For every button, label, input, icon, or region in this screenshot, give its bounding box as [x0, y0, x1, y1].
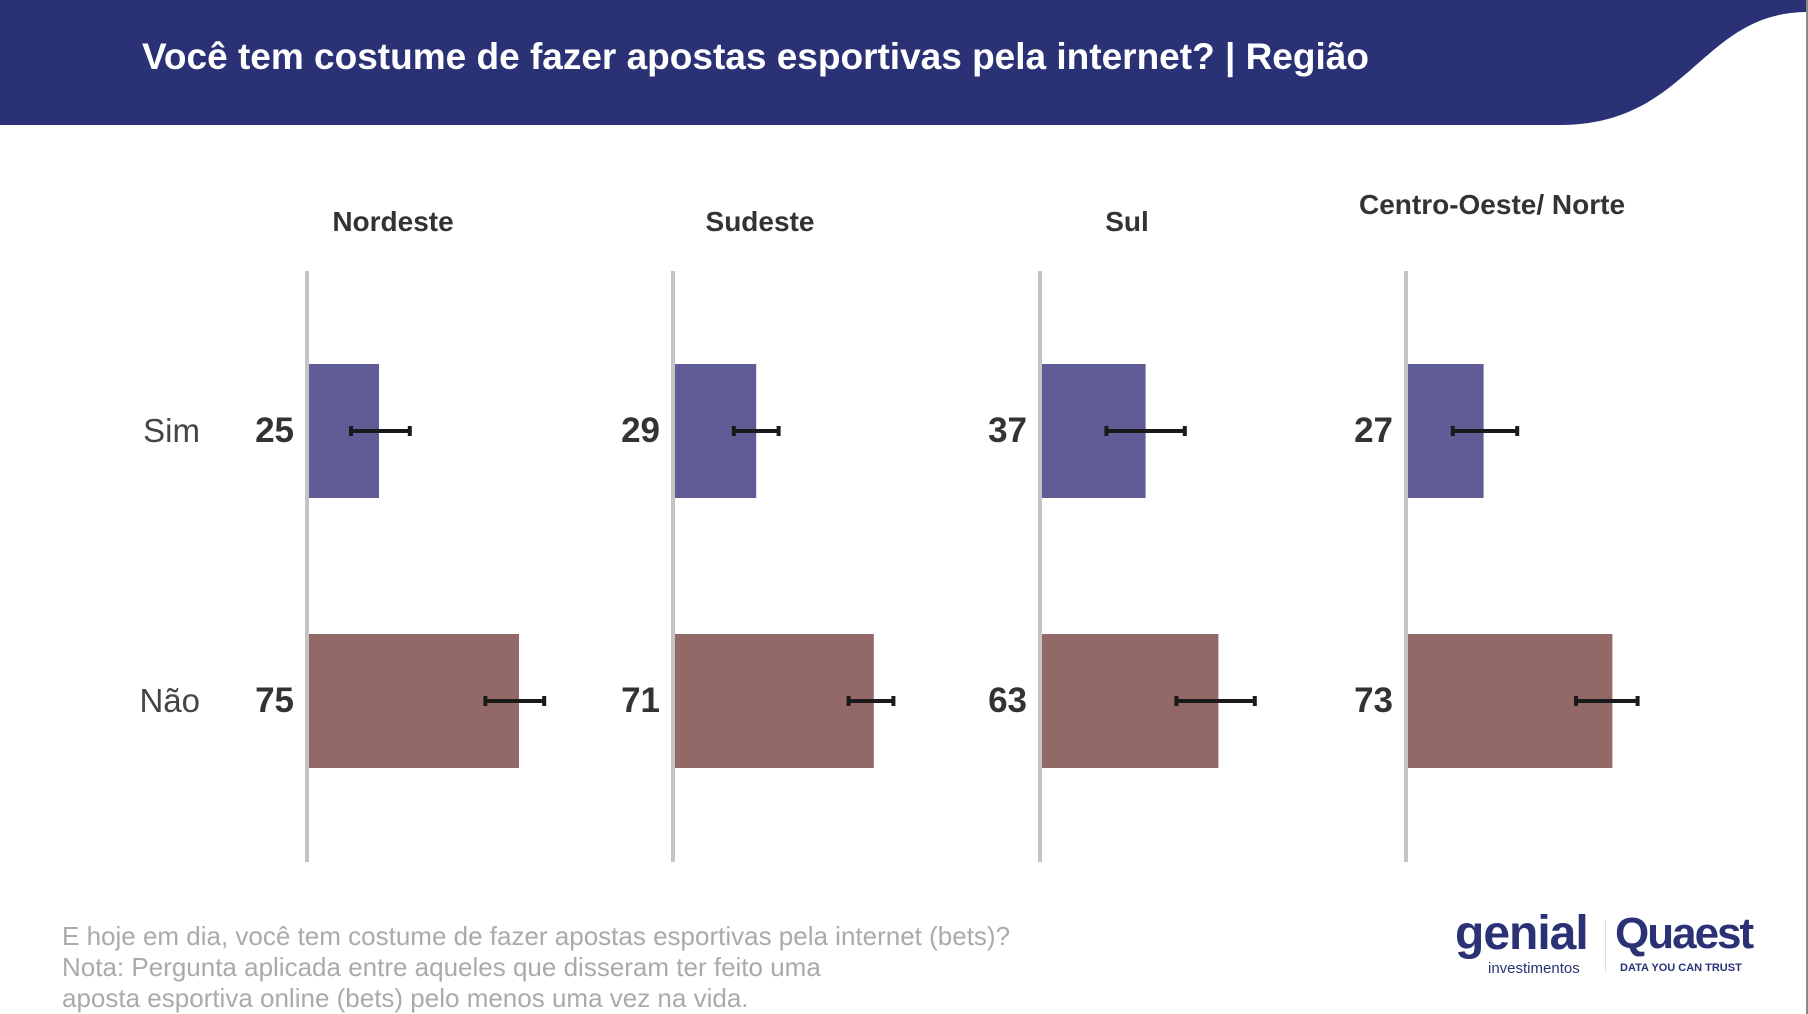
value-label: 27	[1354, 411, 1393, 450]
header-banner	[0, 0, 1806, 125]
page-title: Você tem costume de fazer apostas esport…	[142, 36, 1369, 77]
value-label: 29	[621, 411, 660, 450]
genial-logo-sub: investimentos	[1488, 960, 1580, 977]
quaest-logo-text: Quaest	[1615, 909, 1754, 958]
value-label: 63	[988, 681, 1027, 720]
quaest-logo-sub: DATA YOU CAN TRUST	[1620, 962, 1742, 974]
footer-note-line2: aposta esportiva online (bets) pelo meno…	[62, 983, 749, 1013]
category-label-sim: Sim	[143, 412, 200, 449]
value-label: 37	[988, 411, 1027, 450]
value-label: 73	[1354, 681, 1393, 720]
genial-logo-text: genial	[1455, 907, 1589, 960]
logo-divider	[1605, 920, 1606, 972]
panel-title-sul: Sul	[1105, 206, 1149, 237]
panel-title-centro-oeste-norte: Centro-Oeste/ Norte	[1358, 189, 1626, 220]
panel-title-nordeste: Nordeste	[332, 206, 454, 237]
panel-title-sudeste: Sudeste	[705, 206, 815, 237]
footer-question: E hoje em dia, você tem costume de fazer…	[62, 921, 1011, 951]
bar-não	[675, 634, 874, 768]
category-label-nao: Não	[139, 682, 200, 719]
value-label: 75	[255, 681, 294, 720]
value-label: 71	[621, 681, 660, 720]
footer-note-line1: Nota: Pergunta aplicada entre aqueles qu…	[62, 952, 821, 982]
value-label: 25	[255, 411, 294, 450]
